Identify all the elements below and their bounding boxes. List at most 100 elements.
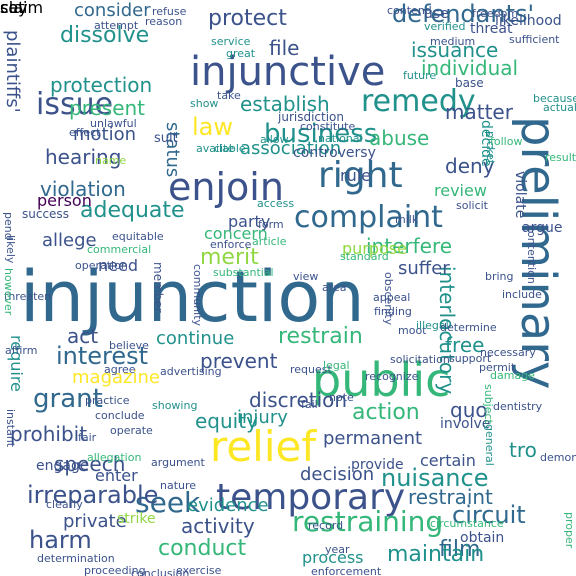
- word-restrain: restrain: [278, 324, 363, 349]
- word-effect: effect: [69, 126, 101, 139]
- word-continue: continue: [156, 328, 235, 349]
- word-refuse: refuse: [152, 5, 187, 18]
- word-remedy: remedy: [361, 84, 476, 119]
- word-defendants: defendants': [392, 0, 535, 28]
- word-cite: cite: [214, 142, 235, 155]
- word-complaint: complaint: [294, 200, 443, 235]
- word-argument: argument: [151, 456, 205, 469]
- word-speech: speech: [54, 452, 126, 476]
- word-conduct: conduct: [158, 536, 247, 561]
- word-show: show: [190, 97, 219, 110]
- word-success: success: [22, 207, 69, 221]
- word-temporary: temporary: [216, 477, 406, 518]
- word-person: person: [37, 191, 92, 210]
- word-discretion: discretion: [249, 388, 348, 412]
- word-protection: protection: [50, 73, 153, 97]
- word-attempt: attempt: [94, 19, 139, 32]
- word-interest: interest: [56, 342, 149, 370]
- word-prohibit: prohibit: [10, 422, 88, 446]
- word-view: view: [293, 270, 319, 283]
- word-maintain: maintain: [387, 542, 485, 567]
- word-circuit: circuit: [452, 501, 526, 529]
- word-engage: engage: [36, 458, 89, 474]
- word-certain: certain: [420, 451, 476, 470]
- word-circumstance: circumstance: [430, 517, 504, 530]
- word-plaintiffs: plaintiffs': [2, 30, 23, 113]
- word-harm: harm: [29, 526, 92, 554]
- word-allegation: allegation: [87, 451, 142, 464]
- word-take: take: [217, 89, 241, 102]
- word-allow: allow: [260, 133, 289, 146]
- word-irreparable: irreparable: [27, 481, 159, 509]
- word-bring: bring: [485, 270, 514, 283]
- word-future: future: [403, 69, 437, 82]
- word-suit: suit: [154, 131, 178, 146]
- word-showing: showing: [152, 399, 198, 412]
- word-enforcement: enforcement: [311, 565, 382, 576]
- word-instant: instant: [4, 409, 17, 448]
- word-contend: contend: [387, 4, 432, 17]
- word-argue: argue: [522, 220, 563, 236]
- word-general: general: [483, 424, 496, 466]
- word-nuisance: nuisance: [381, 464, 489, 492]
- word-however: however: [2, 268, 15, 316]
- word-great: great: [226, 47, 256, 60]
- word-merit: merit: [200, 245, 259, 270]
- word-allege: allege: [42, 230, 97, 251]
- word-standard: standard: [340, 250, 389, 263]
- word-available: available: [196, 142, 246, 155]
- word-advertising: advertising: [160, 365, 222, 378]
- word-enforce: enforce: [210, 238, 252, 251]
- word-right: right: [318, 155, 403, 196]
- word-proceeding: proceeding: [84, 564, 146, 576]
- word-clearly: clearly: [46, 498, 83, 511]
- word-likelihood: likelihood: [495, 13, 562, 29]
- word-enter: enter: [95, 466, 138, 485]
- word-medium: medium: [430, 35, 476, 48]
- word-follow: follow: [490, 135, 523, 148]
- word-support: support: [449, 352, 492, 365]
- word-appeal: appeal: [373, 291, 411, 304]
- word-injury: injury: [237, 407, 288, 428]
- word-action: action: [352, 400, 420, 425]
- word-free: free: [445, 333, 485, 357]
- word-proper: proper: [563, 512, 576, 549]
- word-access: access: [257, 197, 295, 210]
- word-because: because: [533, 92, 576, 105]
- word-obtain: obtain: [460, 530, 505, 546]
- word-equity: equity: [195, 409, 258, 433]
- word-seek: seek: [135, 486, 201, 519]
- word-dentistry: dentistry: [493, 400, 543, 413]
- word-community: community: [191, 264, 204, 327]
- word-violation: violation: [40, 177, 126, 201]
- word-issue: issue: [36, 87, 114, 122]
- word-claim: claim: [0, 0, 44, 17]
- word-matter: matter: [445, 100, 513, 124]
- word-restraining: restraining: [292, 505, 444, 538]
- word-actual: actual: [543, 101, 576, 114]
- word-practice: practice: [85, 394, 130, 407]
- word-permit: permit: [479, 361, 516, 374]
- word-permanent: permanent: [323, 428, 423, 449]
- word-quo: quo: [450, 398, 488, 422]
- word-set: set: [0, 0, 25, 17]
- word-issuance: issuance: [411, 38, 499, 62]
- word-injunction: injunction: [20, 256, 365, 338]
- word-magazine: magazine: [72, 367, 160, 388]
- word-recognize: recognize: [365, 370, 419, 383]
- word-damage: damage: [490, 369, 535, 382]
- word-include: include: [502, 288, 542, 301]
- word-injunctive: injunctive: [190, 49, 386, 95]
- word-record: record: [308, 519, 344, 532]
- word-process: process: [302, 548, 364, 567]
- word-association: association: [240, 138, 342, 159]
- word-illegal: illegal: [416, 319, 449, 332]
- word-contention: contention: [525, 225, 538, 284]
- word-operate: operate: [110, 424, 153, 437]
- word-constitute: constitute: [300, 120, 356, 133]
- word-threaten: threaten: [4, 290, 52, 303]
- word-tro: tro: [509, 438, 537, 462]
- word-business: business: [264, 119, 378, 149]
- word-abuse: abuse: [369, 126, 430, 150]
